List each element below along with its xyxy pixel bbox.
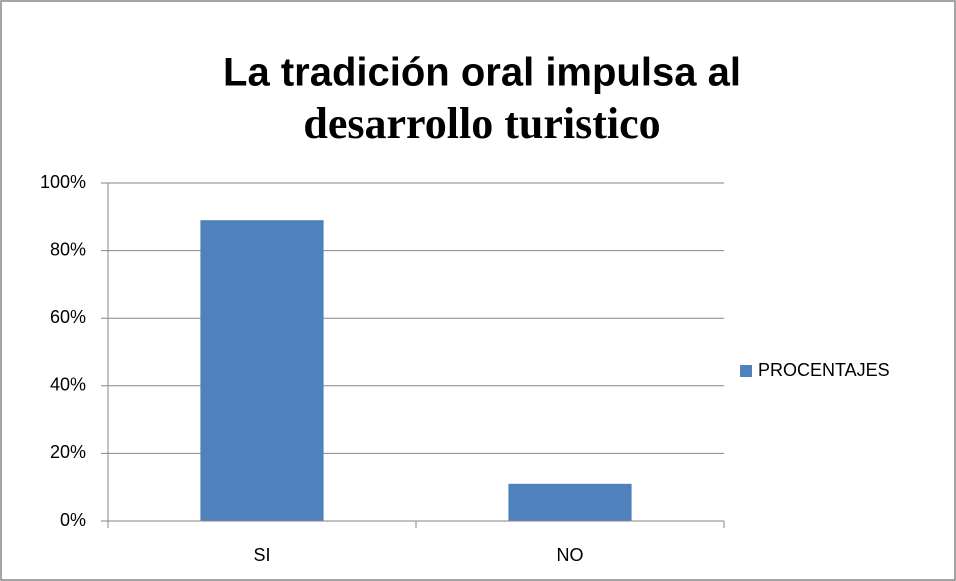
legend-label: PROCENTAJES bbox=[758, 360, 890, 380]
y-tick-label: 60% bbox=[50, 307, 86, 327]
bar bbox=[508, 483, 632, 521]
y-tick-label: 20% bbox=[50, 442, 86, 462]
chart-title: desarrollo turistico bbox=[303, 99, 660, 148]
legend-swatch bbox=[740, 365, 752, 377]
y-tick-label: 0% bbox=[60, 510, 86, 530]
chart-title: La tradición oral impulsa al bbox=[223, 51, 741, 95]
y-tick-label: 100% bbox=[40, 172, 86, 192]
bar bbox=[200, 220, 324, 521]
x-tick-label: NO bbox=[557, 545, 584, 565]
x-tick-label: SI bbox=[253, 545, 270, 565]
y-tick-label: 80% bbox=[50, 239, 86, 259]
y-tick-label: 40% bbox=[50, 375, 86, 395]
